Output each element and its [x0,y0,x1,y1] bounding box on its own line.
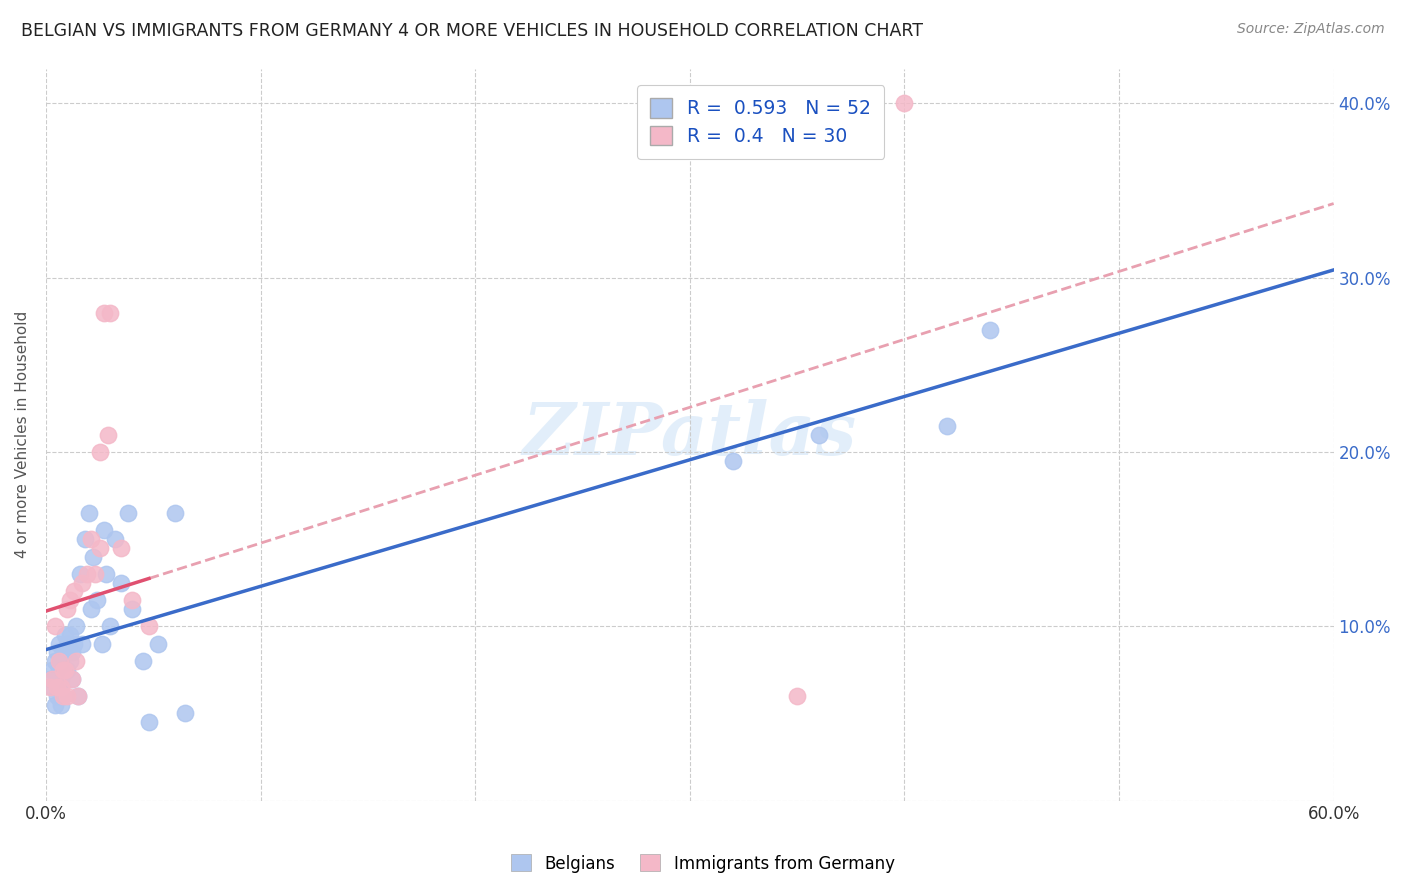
Point [97,427,120,442]
Point [52,663,75,677]
Point [76,567,98,582]
Point [163,506,186,520]
Point [60,672,83,686]
Point [41,681,63,695]
Point [52,689,75,703]
Point [67,689,90,703]
Point [41,663,63,677]
Y-axis label: 4 or more Vehicles in Household: 4 or more Vehicles in Household [15,311,30,558]
Point [80,602,103,616]
Point [60,645,83,659]
Point [721,453,744,467]
Point [93,524,115,538]
Point [73,532,96,546]
Point [45,645,67,659]
Point [893,96,915,111]
Point [52,689,75,703]
Point [41,672,63,686]
Point [104,532,127,546]
Point [86,593,108,607]
Point [72,575,94,590]
Point [48,681,70,695]
Point [69,567,91,582]
Point [44,698,66,712]
Point [53,628,76,642]
Point [56,663,79,677]
Point [936,418,959,433]
Point [49,654,72,668]
Text: BELGIAN VS IMMIGRANTS FROM GERMANY 4 OR MORE VEHICLES IN HOUSEHOLD CORRELATION C: BELGIAN VS IMMIGRANTS FROM GERMANY 4 OR … [21,22,924,40]
Point [807,427,830,442]
Point [138,619,160,633]
Point [121,602,143,616]
Point [44,654,66,668]
Point [45,689,67,703]
Point [45,672,67,686]
Point [98,619,121,633]
Point [131,654,153,668]
Point [82,549,104,564]
Text: Source: ZipAtlas.com: Source: ZipAtlas.com [1237,22,1385,37]
Point [110,541,132,555]
Point [98,305,121,319]
Point [72,637,94,651]
Point [52,645,75,659]
Point [56,602,79,616]
Point [53,645,76,659]
Point [58,593,80,607]
Point [60,672,83,686]
Point [56,637,79,651]
Point [44,619,66,633]
Point [84,567,107,582]
Point [93,305,115,319]
Text: ZIPatlas: ZIPatlas [523,399,856,470]
Point [146,637,169,651]
Point [48,663,70,677]
Point [39,672,62,686]
Point [49,681,72,695]
Point [979,323,1001,337]
Point [65,619,87,633]
Point [117,506,139,520]
Point [48,654,70,668]
Point [65,654,87,668]
Legend: Belgians, Immigrants from Germany: Belgians, Immigrants from Germany [505,847,901,880]
Point [121,593,143,607]
Point [48,637,70,651]
Point [39,681,62,695]
Point [786,689,808,703]
Point [89,541,111,555]
Point [77,506,100,520]
Point [45,681,67,695]
Point [56,689,79,703]
Point [67,689,90,703]
Point [90,637,112,651]
Point [58,654,80,668]
Point [63,584,86,599]
Point [52,663,75,677]
Point [80,532,103,546]
Point [89,445,111,459]
Point [53,663,76,677]
Point [63,637,86,651]
Point [94,567,117,582]
Point [49,672,72,686]
Point [49,698,72,712]
Point [58,628,80,642]
Point [138,715,160,730]
Legend: R =  0.593   N = 52, R =  0.4   N = 30: R = 0.593 N = 52, R = 0.4 N = 30 [637,86,884,159]
Point [110,575,132,590]
Point [174,706,197,721]
